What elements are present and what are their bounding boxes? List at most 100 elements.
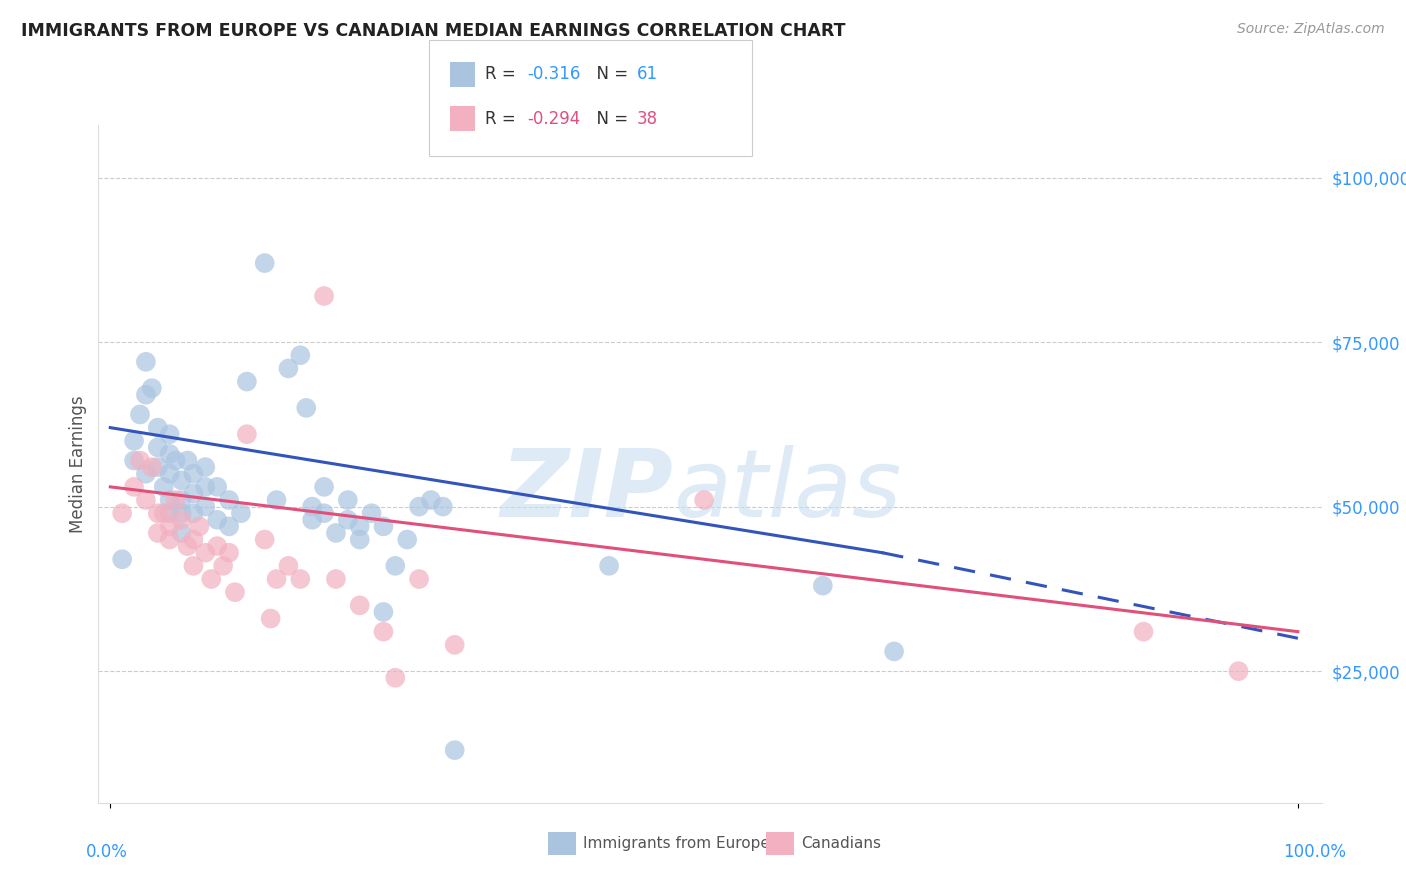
Point <box>349 533 371 547</box>
Text: Immigrants from Europe: Immigrants from Europe <box>583 836 770 851</box>
Point <box>111 506 134 520</box>
Text: ZIP: ZIP <box>501 445 673 537</box>
Point <box>176 539 198 553</box>
Point <box>266 493 288 508</box>
Point <box>170 506 193 520</box>
Point <box>218 519 240 533</box>
Point <box>159 447 181 461</box>
Point <box>205 513 228 527</box>
Point <box>146 506 169 520</box>
Point <box>159 427 181 442</box>
Point <box>236 375 259 389</box>
Point <box>183 533 205 547</box>
Point <box>373 624 395 639</box>
Point <box>122 434 145 448</box>
Point <box>165 453 187 467</box>
Point <box>312 289 335 303</box>
Point <box>396 533 419 547</box>
Point <box>277 558 299 573</box>
Point <box>443 743 465 757</box>
Point <box>349 599 371 613</box>
Point <box>360 506 382 520</box>
Point <box>183 558 205 573</box>
Point <box>349 519 371 533</box>
Point <box>170 473 193 487</box>
Point <box>384 671 406 685</box>
Point <box>420 493 443 508</box>
Point <box>312 480 335 494</box>
Point <box>146 525 169 540</box>
Point <box>135 493 157 508</box>
Point <box>224 585 246 599</box>
Point <box>152 506 174 520</box>
Point <box>290 348 312 362</box>
Point <box>146 460 169 475</box>
Point <box>111 552 134 566</box>
Point <box>811 579 834 593</box>
Point <box>159 467 181 481</box>
Point <box>1227 664 1250 678</box>
Point <box>135 467 157 481</box>
Point <box>312 506 335 520</box>
Point <box>277 361 299 376</box>
Point <box>170 493 193 508</box>
Point <box>170 525 193 540</box>
Point <box>129 408 152 422</box>
Point <box>205 480 228 494</box>
Point <box>141 381 163 395</box>
Point <box>170 513 193 527</box>
Point <box>129 453 152 467</box>
Point <box>122 453 145 467</box>
Point <box>146 420 169 434</box>
Point <box>188 519 211 533</box>
Text: 61: 61 <box>637 65 658 83</box>
Point <box>194 500 217 514</box>
Text: atlas: atlas <box>673 445 901 536</box>
Text: -0.316: -0.316 <box>527 65 581 83</box>
Point <box>146 441 169 455</box>
Point <box>266 572 288 586</box>
Point <box>432 500 454 514</box>
Text: R =: R = <box>485 110 522 128</box>
Point <box>693 493 716 508</box>
Text: N =: N = <box>586 65 634 83</box>
Text: R =: R = <box>485 65 522 83</box>
Point <box>229 506 252 520</box>
Point <box>194 460 217 475</box>
Text: IMMIGRANTS FROM EUROPE VS CANADIAN MEDIAN EARNINGS CORRELATION CHART: IMMIGRANTS FROM EUROPE VS CANADIAN MEDIA… <box>21 22 845 40</box>
Point <box>159 493 181 508</box>
Point <box>212 558 235 573</box>
Point <box>373 519 395 533</box>
Point <box>373 605 395 619</box>
Y-axis label: Median Earnings: Median Earnings <box>69 395 87 533</box>
Point <box>598 558 620 573</box>
Point <box>325 525 347 540</box>
Text: Source: ZipAtlas.com: Source: ZipAtlas.com <box>1237 22 1385 37</box>
Point <box>141 460 163 475</box>
Point <box>290 572 312 586</box>
Point <box>301 513 323 527</box>
Point <box>165 493 187 508</box>
Point <box>194 546 217 560</box>
Point <box>253 533 276 547</box>
Point <box>259 611 281 625</box>
Point <box>295 401 318 415</box>
Point <box>159 533 181 547</box>
Point <box>176 453 198 467</box>
Point <box>135 388 157 402</box>
Text: N =: N = <box>586 110 634 128</box>
Point <box>325 572 347 586</box>
Text: 0.0%: 0.0% <box>86 844 128 862</box>
Point <box>183 506 205 520</box>
Point <box>135 355 157 369</box>
Point <box>159 506 181 520</box>
Text: 38: 38 <box>637 110 658 128</box>
Point <box>301 500 323 514</box>
Point <box>205 539 228 553</box>
Point <box>194 480 217 494</box>
Point <box>336 493 359 508</box>
Point <box>218 546 240 560</box>
Point <box>883 644 905 658</box>
Point <box>183 467 205 481</box>
Text: 100.0%: 100.0% <box>1284 844 1346 862</box>
